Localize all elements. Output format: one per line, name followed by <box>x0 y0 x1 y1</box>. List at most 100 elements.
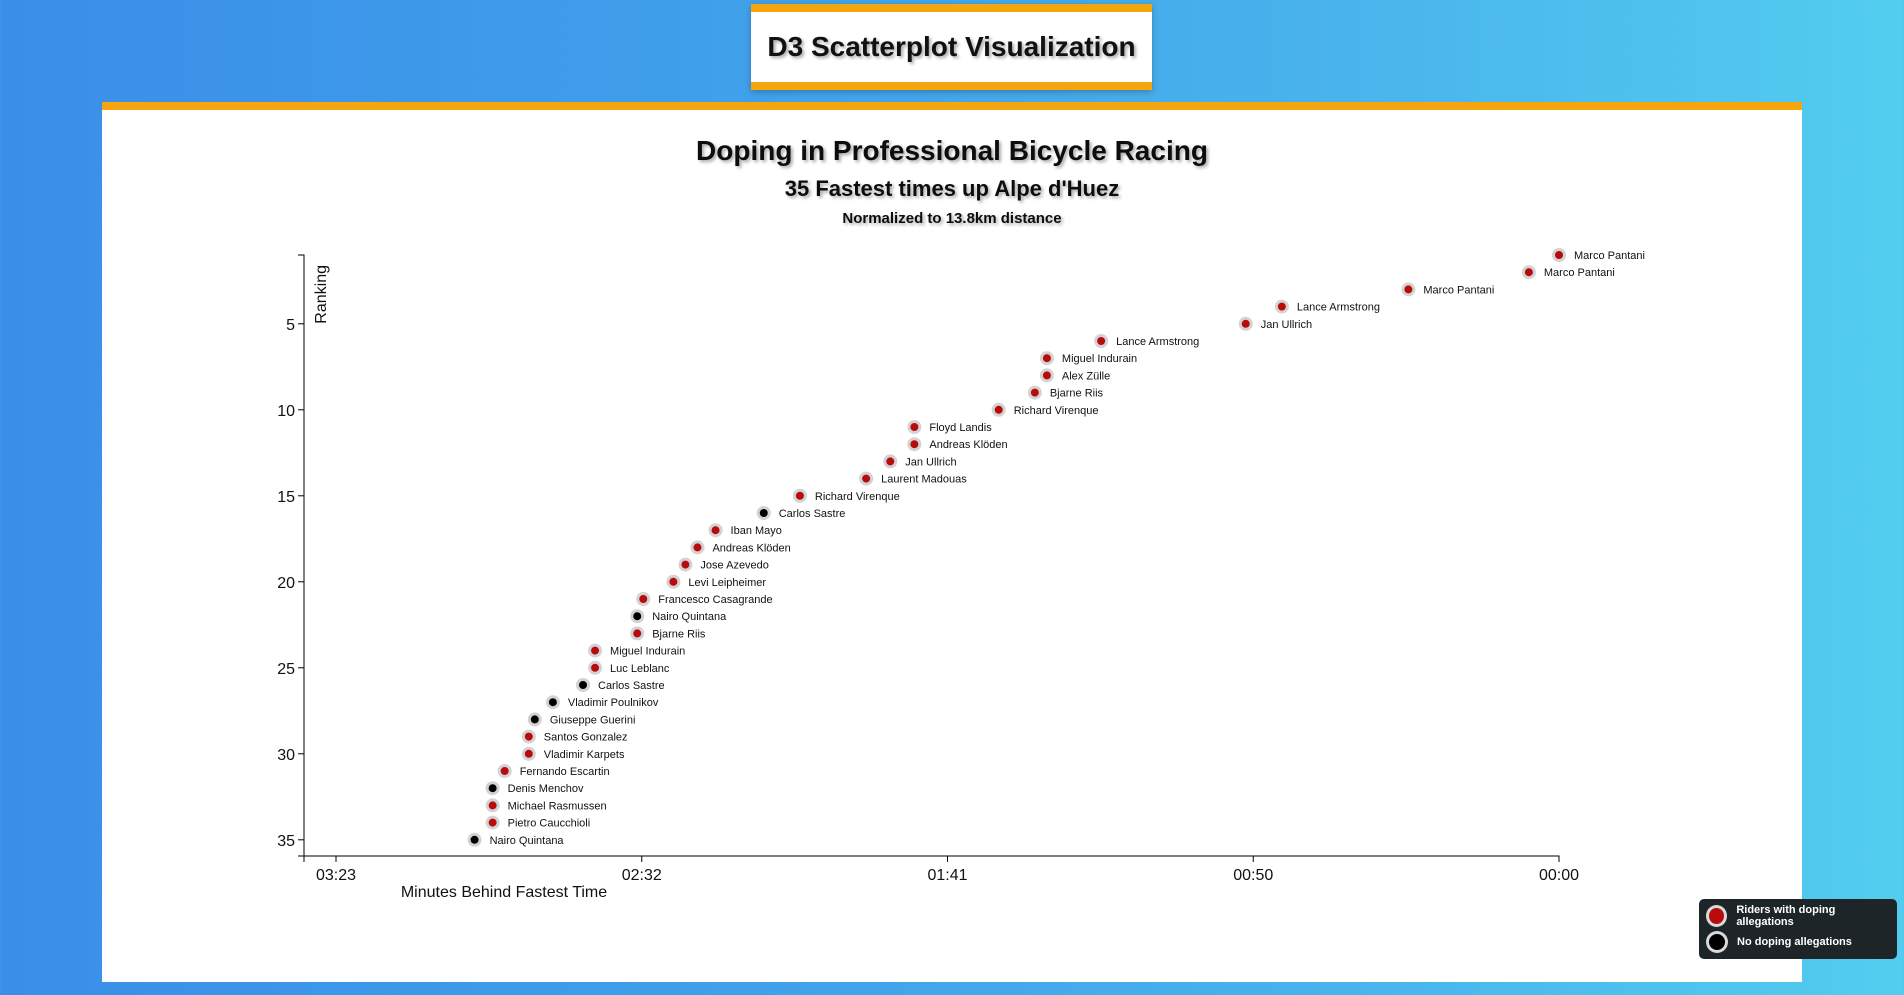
data-point <box>1094 334 1109 348</box>
x-tick-label: 00:00 <box>1539 867 1579 884</box>
page-heading: D3 Scatterplot Visualization <box>767 31 1136 62</box>
point-label: Alex Zülle <box>1062 370 1110 382</box>
chart-points: Marco Pantani Marco Pantani Marco Pantani L… <box>467 248 1645 847</box>
legend-swatch-clean <box>1709 934 1725 950</box>
point-label: Carlos Sastre <box>779 508 846 520</box>
point-label: Miguel Indurain <box>610 646 685 658</box>
data-point <box>497 764 512 778</box>
data-point <box>991 402 1006 417</box>
x-tick-label: 02:32 <box>622 867 662 884</box>
point-label: Richard Virenque <box>815 491 900 503</box>
data-point <box>690 540 705 555</box>
point-label: Luc Leblanc <box>610 663 670 675</box>
point-label: Jose Azevedo <box>700 560 769 572</box>
point-label: Andreas Klöden <box>929 439 1007 451</box>
data-point <box>485 781 500 796</box>
data-point <box>521 729 536 744</box>
point-label: Santos Gonzalez <box>544 732 628 744</box>
scatterplot-chart: Doping in Professional Bicycle Racing 35… <box>277 135 1645 901</box>
point-label: Jan Ullrich <box>905 456 956 468</box>
point-label: Andreas Klöden <box>712 542 790 554</box>
point-label: Iban Mayo <box>731 525 782 537</box>
data-point <box>1039 351 1054 366</box>
data-point <box>883 454 898 469</box>
point-label: Fernando Escartin <box>520 766 610 778</box>
chart-subsubtitle: Normalized to 13.8km distance <box>842 210 1061 227</box>
point-label: Denis Menchov <box>508 783 584 795</box>
data-point <box>527 712 542 727</box>
legend-item-clean: No doping allegations <box>1707 929 1889 955</box>
data-point <box>907 437 922 452</box>
y-axis-line <box>298 254 305 857</box>
point-label: Marco Pantani <box>1544 267 1615 279</box>
point-label: Carlos Sastre <box>598 680 665 692</box>
chart-legend: Riders with doping allegations No doping… <box>1699 899 1897 959</box>
data-point <box>545 695 560 710</box>
point-label: Richard Virenque <box>1014 405 1099 417</box>
data-point <box>666 574 681 589</box>
data-point <box>521 746 536 761</box>
data-point <box>1401 282 1416 297</box>
y-tick-label: 25 <box>277 661 295 678</box>
data-point <box>1274 299 1289 314</box>
point-label: Jan Ullrich <box>1261 319 1312 331</box>
chart-title: Doping in Professional Bicycle Racing <box>696 135 1208 166</box>
point-label: Pietro Caucchioli <box>508 818 591 830</box>
point-label: Michael Rasmussen <box>508 800 607 812</box>
legend-swatch-doping <box>1709 908 1725 924</box>
page-header: D3 Scatterplot Visualization <box>751 4 1152 90</box>
data-point <box>485 815 500 830</box>
data-point <box>485 798 500 813</box>
data-point <box>756 506 771 520</box>
y-tick-label: 10 <box>277 403 295 420</box>
data-point <box>636 592 651 606</box>
x-tick-label: 00:50 <box>1233 867 1273 884</box>
point-label: Miguel Indurain <box>1062 353 1137 365</box>
y-tick-label: 35 <box>277 833 295 850</box>
y-tick-label: 20 <box>277 575 295 592</box>
data-point <box>1238 316 1253 331</box>
point-label: Marco Pantani <box>1423 284 1494 296</box>
point-label: Bjarne Riis <box>1050 388 1104 400</box>
x-tick-label: 03:23 <box>316 867 356 884</box>
point-label: Francesco Casagrande <box>658 594 772 606</box>
data-point <box>630 626 645 641</box>
data-point <box>588 643 603 658</box>
x-axis-line <box>303 855 1560 862</box>
data-point <box>907 420 922 434</box>
data-point <box>1027 385 1042 400</box>
point-label: Floyd Landis <box>929 422 992 434</box>
data-point <box>630 609 645 624</box>
chart-subtitle: 35 Fastest times up Alpe d'Huez <box>785 176 1120 201</box>
point-label: Lance Armstrong <box>1116 336 1199 348</box>
data-point <box>1552 248 1566 262</box>
point-label: Giuseppe Guerini <box>550 714 636 726</box>
data-point <box>708 523 723 538</box>
point-label: Nairo Quintana <box>652 611 727 623</box>
legend-label-clean: No doping allegations <box>1737 936 1852 948</box>
point-label: Bjarne Riis <box>652 628 706 640</box>
data-point <box>588 660 603 675</box>
y-axis-label: Ranking <box>313 265 330 324</box>
legend-item-doping: Riders with doping allegations <box>1707 903 1889 929</box>
x-axis-label: Minutes Behind Fastest Time <box>401 884 607 901</box>
data-point <box>1521 265 1536 280</box>
point-label: Levi Leipheimer <box>688 577 766 589</box>
y-tick-label: 5 <box>286 317 295 334</box>
data-point <box>792 488 807 503</box>
data-point <box>678 557 693 572</box>
chart-panel: Doping in Professional Bicycle Racing 35… <box>102 102 1802 982</box>
y-tick-label: 30 <box>277 747 295 764</box>
point-label: Marco Pantani <box>1574 250 1645 262</box>
point-label: Vladimir Karpets <box>544 749 625 761</box>
legend-label-doping: Riders with doping allegations <box>1736 904 1836 928</box>
x-tick-label: 01:41 <box>927 867 967 884</box>
data-point <box>576 678 591 692</box>
data-point <box>467 832 482 847</box>
point-label: Nairo Quintana <box>490 835 565 847</box>
point-label: Laurent Madouas <box>881 474 967 486</box>
chart-axes: 5 10 15 20 25 30 35 03:23 02:32 01:41 00:50 00:00 <box>277 254 1579 884</box>
y-tick-label: 15 <box>277 489 295 506</box>
point-label: Lance Armstrong <box>1297 302 1380 314</box>
point-label: Vladimir Poulnikov <box>568 697 659 709</box>
